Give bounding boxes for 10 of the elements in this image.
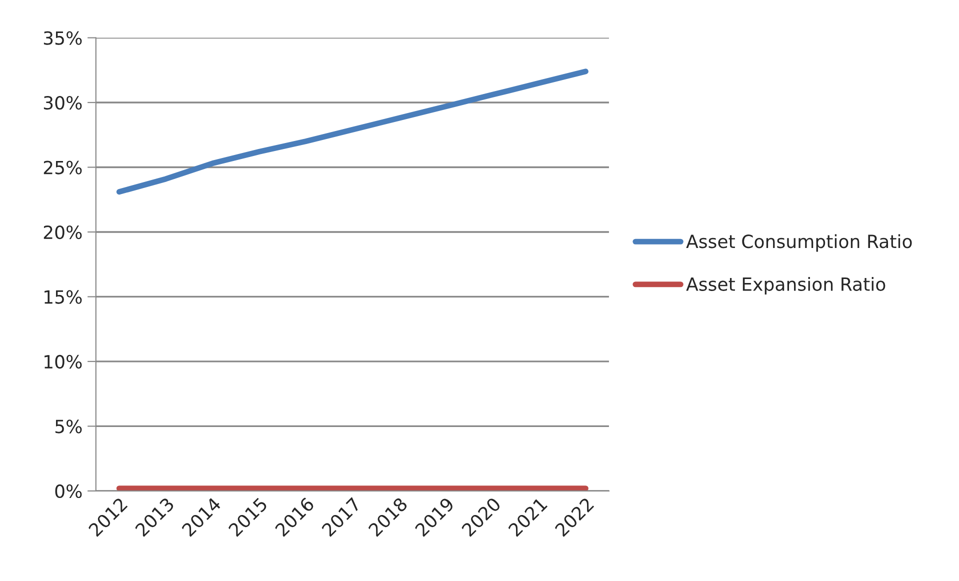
y-tick-label: 35% (44, 31, 82, 45)
y-tick-label: 15% (44, 290, 82, 304)
legend-label: Asset Expansion Ratio (686, 276, 886, 294)
y-tick-label: 5% (55, 420, 82, 434)
y-tick-label: 10% (44, 354, 82, 369)
y-tick-label: 30% (44, 96, 82, 110)
y-tick-label: 20% (44, 225, 82, 240)
legend-label: Asset Consumption Ratio (686, 234, 912, 252)
y-tick-label: 0% (55, 484, 82, 498)
y-tick-label: 25% (44, 160, 82, 174)
